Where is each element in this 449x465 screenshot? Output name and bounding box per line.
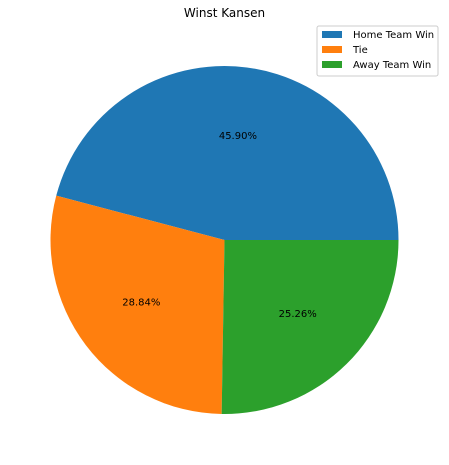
- pie-value-label: 25.26%: [279, 309, 317, 320]
- pie-slice-tie: [50, 195, 225, 414]
- legend-label: Away Team Win: [353, 60, 431, 71]
- legend-label: Home Team Win: [353, 30, 434, 41]
- pie-value-labels: 45.90% 28.84% 25.26%: [122, 131, 317, 320]
- pie-slice-away-team-win: [221, 240, 399, 414]
- chart-title: Winst Kansen: [184, 6, 265, 20]
- legend-frame: [316, 25, 439, 77]
- chart-legend: Home Team Win Tie Away Team Win: [316, 25, 439, 77]
- pie-slice-home-team-win: [56, 66, 399, 240]
- pie-value-label: 45.90%: [219, 131, 257, 142]
- pie-slices: [50, 66, 399, 414]
- legend-swatch: [322, 31, 342, 38]
- legend-label: Tie: [352, 45, 368, 56]
- legend-swatch: [322, 61, 342, 68]
- legend-swatch: [322, 46, 342, 53]
- pie-value-label: 28.84%: [122, 298, 160, 309]
